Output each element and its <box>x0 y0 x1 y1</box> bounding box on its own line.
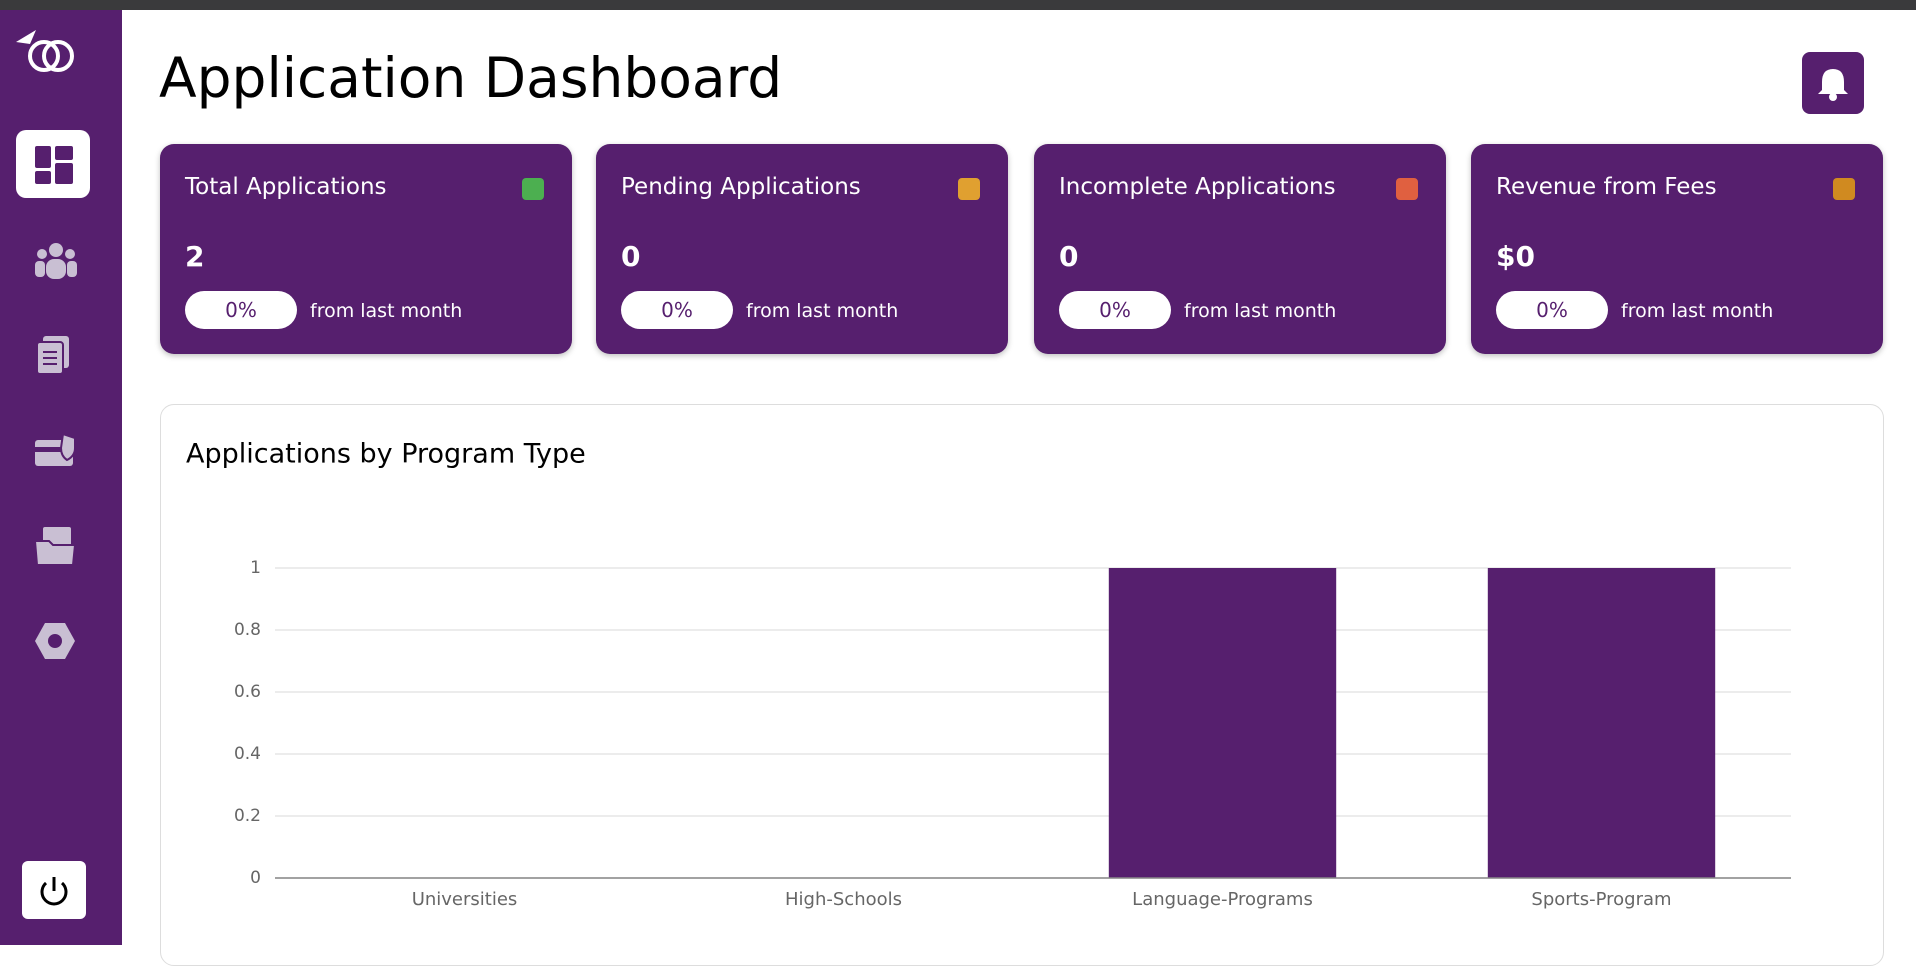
change-note: from last month <box>1184 300 1337 322</box>
change-badge: 0% <box>621 291 733 329</box>
nav-settings[interactable] <box>16 605 90 673</box>
chart-panel: Applications by Program Type 0 0.2 0.4 0.6 0… <box>160 404 1884 966</box>
stat-card: Pending Applications 0 0% from last month <box>596 144 1008 354</box>
nav-payments[interactable] <box>16 416 90 484</box>
window-bar <box>0 0 1916 10</box>
y-tick-label: 1 <box>250 558 261 578</box>
change-badge: 0% <box>1496 291 1608 329</box>
card-title: Total Applications <box>185 174 387 200</box>
bar <box>1487 568 1716 878</box>
change-note: from last month <box>746 300 899 322</box>
change-badge: 0% <box>1059 291 1171 329</box>
card-value: 2 <box>185 240 205 273</box>
logo <box>16 30 74 72</box>
nav-documents[interactable] <box>16 320 90 388</box>
y-tick-label: 0.8 <box>234 620 261 640</box>
card-icon <box>522 178 544 200</box>
x-tick-label: Universities <box>412 889 518 910</box>
logout-button[interactable] <box>22 861 86 919</box>
card-icon <box>958 178 980 200</box>
nav-files[interactable] <box>16 511 90 579</box>
card-value: 0 <box>1059 240 1079 273</box>
card-title: Revenue from Fees <box>1496 174 1717 200</box>
x-tick-label: Sports-Program <box>1531 889 1671 910</box>
y-tick-label: 0 <box>250 868 261 888</box>
x-tick-label: High-Schools <box>785 889 902 910</box>
notification-button[interactable] <box>1802 52 1864 114</box>
nav-dashboard[interactable] <box>16 130 90 198</box>
change-note: from last month <box>1621 300 1774 322</box>
y-tick-label: 0.4 <box>234 744 261 764</box>
stat-card: Incomplete Applications 0 0% from last mont… <box>1034 144 1446 354</box>
card-icon <box>1833 178 1855 200</box>
change-badge: 0% <box>185 291 297 329</box>
card-icon <box>1396 178 1418 200</box>
card-title: Incomplete Applications <box>1059 174 1336 200</box>
chart: Applications by Program Type 0 0.2 0.4 0.6 0… <box>186 439 1791 910</box>
stat-card: Revenue from Fees $0 0% from last month <box>1471 144 1883 354</box>
change-note: from last month <box>310 300 463 322</box>
stat-card: Total Applications 2 0% from last month <box>160 144 572 354</box>
card-value: 0 <box>621 240 641 273</box>
nav-users[interactable] <box>16 225 90 293</box>
page-title: Application Dashboard <box>159 46 783 110</box>
card-title: Pending Applications <box>621 174 861 200</box>
chart-title: Applications by Program Type <box>186 439 586 470</box>
card-value: $0 <box>1496 240 1535 273</box>
bar <box>1108 568 1337 878</box>
x-tick-label: Language-Programs <box>1132 889 1313 910</box>
y-tick-label: 0.6 <box>234 682 261 702</box>
sidebar <box>0 10 122 945</box>
y-tick-label: 0.2 <box>234 806 261 826</box>
